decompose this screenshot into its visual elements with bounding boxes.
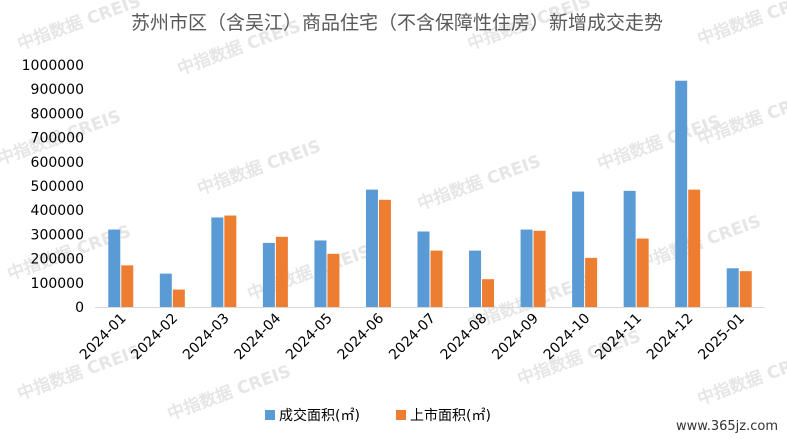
watermark-text: 中指数据 CREIS [195,136,324,200]
bar-transaction-2024-09 [520,229,533,307]
bar-transaction-2024-02 [159,273,172,307]
watermark-text: 中指数据 CREIS [15,0,144,55]
x-tick-label: 2024-06 [335,310,388,363]
bar-supply-2024-05 [327,253,340,307]
bar-transaction-2025-01 [726,268,739,307]
bar-transaction-2024-04 [262,242,275,307]
y-tick-label: 0 [75,300,84,316]
bar-transaction-2024-11 [623,190,636,307]
x-tick-label: 2024-02 [128,311,181,364]
watermark-text: 中指数据 CREIS [415,151,544,215]
site-label: www.365jz.com [676,419,778,434]
bars [108,80,752,307]
y-axis: 0 100000 200000 300000 400000 500000 600000 700… [22,58,84,316]
watermark-text: 中指数据 CREIS [695,0,787,50]
x-tick-label: 2024-04 [232,310,285,363]
y-tick-label: 800000 [31,106,84,122]
bar-transaction-2024-07 [417,231,430,307]
bar-transaction-2024-06 [365,189,378,307]
y-tick-label: 500000 [31,179,84,195]
y-tick-label: 600000 [31,155,84,171]
x-tick-label: 2024-08 [438,311,491,364]
bar-supply-2024-08 [482,279,495,307]
y-tick-label: 900000 [31,82,84,98]
x-tick-label: 2024-07 [386,311,439,364]
bar-transaction-2024-03 [211,217,224,307]
bar-transaction-2024-05 [314,240,327,307]
legend-label-supply: 上市面积(㎡) [410,407,491,424]
x-tick-label: 2024-03 [180,311,233,364]
bar-transaction-2024-10 [572,191,585,307]
bar-supply-2024-12 [688,189,701,307]
x-axis: 2024-012024-022024-032024-042024-052024-… [77,310,748,363]
bar-transaction-2024-12 [675,80,688,307]
bar-supply-2024-04 [275,236,288,307]
bar-supply-2024-10 [585,257,598,307]
bar-supply-2025-01 [739,271,752,307]
bar-transaction-2024-01 [108,229,121,307]
bar-supply-2024-07 [430,250,443,307]
watermark-layer: 中指数据 CREIS 中指数据 CREIS 中指数据 CREIS 中指数据 CREIS… [0,0,787,425]
legend-swatch-transaction [265,410,275,420]
y-tick-label: 1000000 [22,58,84,74]
legend-swatch-supply [396,410,406,420]
x-tick-label: 2025-01 [695,311,748,364]
x-tick-label: 2024-12 [644,311,697,364]
chart-title: 苏州市区（含吴江）商品住宅（不含保障性住房）新增成交走势 [131,12,663,34]
bar-supply-2024-02 [172,289,185,307]
y-tick-label: 700000 [31,131,84,147]
y-tick-label: 300000 [31,227,84,243]
x-tick-label: 2024-05 [283,311,336,364]
legend-label-transaction: 成交面积(㎡) [279,407,360,424]
bar-supply-2024-03 [224,215,237,307]
bar-supply-2024-09 [533,230,546,307]
y-tick-label: 400000 [31,203,84,219]
bar-supply-2024-11 [636,238,649,307]
bar-supply-2024-01 [121,265,134,307]
bar-transaction-2024-08 [469,250,482,307]
y-tick-label: 100000 [31,276,84,292]
legend: 成交面积(㎡) 上市面积(㎡) [265,407,491,424]
bar-supply-2024-06 [378,199,391,307]
y-tick-label: 200000 [31,252,84,268]
